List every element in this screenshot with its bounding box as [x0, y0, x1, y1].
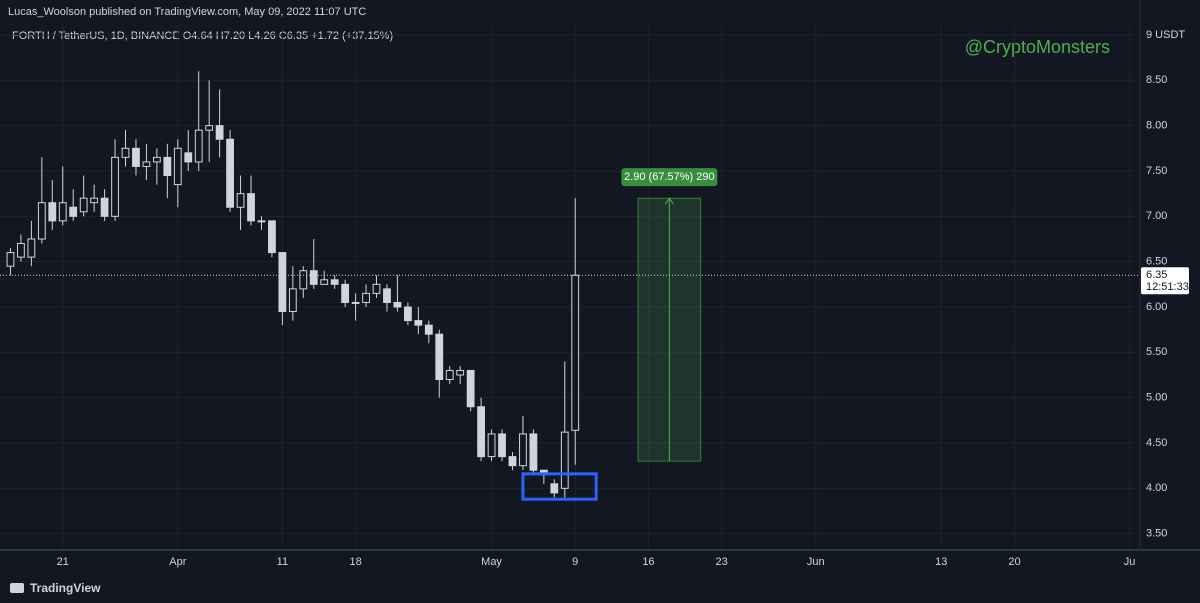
candle-body [414, 320, 423, 326]
candle-body [6, 252, 15, 267]
x-tick-label: 18 [349, 556, 361, 568]
candle-body [184, 152, 193, 163]
candle-body [529, 433, 538, 471]
x-tick-label: 9 [572, 556, 578, 568]
countdown-label: 12:51:33 [1146, 281, 1189, 293]
brand: TradingView [10, 581, 101, 595]
candle-body [215, 125, 224, 140]
measure-label-bg [621, 168, 718, 187]
candle-body [299, 270, 308, 290]
y-tick-label: 7.50 [1146, 165, 1167, 177]
x-tick-label: 13 [935, 556, 947, 568]
candle-body [445, 369, 454, 381]
candle-body [69, 206, 78, 217]
measure-arrowhead [664, 197, 674, 205]
published-line: Lucas_Woolson published on TradingView.c… [8, 6, 366, 18]
candle-body [226, 138, 234, 208]
candle-body [79, 197, 88, 213]
candle-body [341, 283, 350, 303]
candle-body [111, 156, 119, 217]
y-tick-label: 5.50 [1146, 346, 1167, 358]
y-tick-label: 4.00 [1146, 482, 1167, 494]
candle-body [205, 125, 214, 131]
candle-body [90, 197, 99, 204]
candle-body [571, 274, 580, 431]
candle-body [17, 243, 25, 258]
candle-body [121, 147, 130, 158]
candle-body [487, 433, 496, 458]
candle-body [477, 406, 486, 458]
x-tick-label: 16 [642, 556, 654, 568]
candle-body [278, 252, 287, 313]
candle-body [37, 202, 46, 240]
x-tick-label: Ju [1124, 556, 1136, 568]
candle-body [27, 238, 36, 258]
y-tick-label: 5.00 [1146, 392, 1167, 404]
x-tick-label: 21 [57, 556, 69, 568]
y-tick-label: 8.50 [1146, 74, 1167, 86]
candle-body [508, 456, 517, 467]
candle-body [519, 433, 527, 467]
candle-body [163, 156, 172, 177]
brand-logo [10, 583, 24, 593]
candle-body [257, 220, 266, 223]
candle-body [351, 301, 360, 304]
candle-body [456, 369, 465, 376]
candle-body [362, 292, 370, 303]
candle-body [424, 324, 433, 335]
candle-body [194, 129, 203, 163]
x-tick-label: 20 [1008, 556, 1020, 568]
candle-body [435, 333, 444, 381]
y-tick-label: 8.00 [1146, 120, 1167, 132]
candle-body [550, 483, 559, 494]
candle-body [247, 193, 255, 222]
symbol-legend: FORTH / TetherUS, 1D, BINANCE O4.64 H7.2… [12, 30, 393, 42]
measure-label: 2.90 (67.57%) 290 [624, 171, 715, 183]
x-tick-label: 11 [277, 556, 288, 568]
candle-body [100, 197, 109, 217]
candle-body [268, 220, 276, 254]
candle-body [142, 161, 151, 167]
candle-body [372, 283, 381, 294]
candle-body [152, 156, 161, 163]
y-tick-label: 3.50 [1146, 528, 1167, 540]
candle-body [288, 288, 297, 313]
candle-body [466, 369, 475, 408]
y-tick-label: 7.00 [1146, 210, 1167, 222]
x-tick-label: 23 [716, 556, 728, 568]
x-tick-label: Apr [169, 556, 186, 568]
candle-body [320, 279, 329, 285]
candle-body [173, 147, 182, 186]
candle-body [236, 193, 245, 208]
brand-name: TradingView [30, 581, 101, 595]
x-tick-label: Jun [807, 556, 825, 568]
candle-body [393, 301, 402, 308]
highlight-box [521, 472, 598, 501]
candle-body [48, 202, 57, 222]
candle-body [498, 433, 506, 458]
candle-body [403, 306, 412, 322]
price-label-bg [1141, 267, 1189, 295]
candle-body [132, 147, 140, 167]
y-tick-label: 6.50 [1146, 256, 1167, 268]
x-tick-label: May [481, 556, 502, 568]
candle-body [58, 202, 67, 222]
price-label: 6.35 [1146, 269, 1167, 281]
candle-body [383, 288, 391, 303]
watermark: @CryptoMonsters [965, 37, 1110, 57]
y-tick-label: 4.50 [1146, 437, 1167, 449]
y-tick-label: 9 USDT [1146, 29, 1185, 41]
candle-body [330, 279, 339, 285]
candle-body [309, 270, 318, 285]
candle-body [560, 431, 569, 489]
y-tick-label: 6.00 [1146, 301, 1167, 313]
